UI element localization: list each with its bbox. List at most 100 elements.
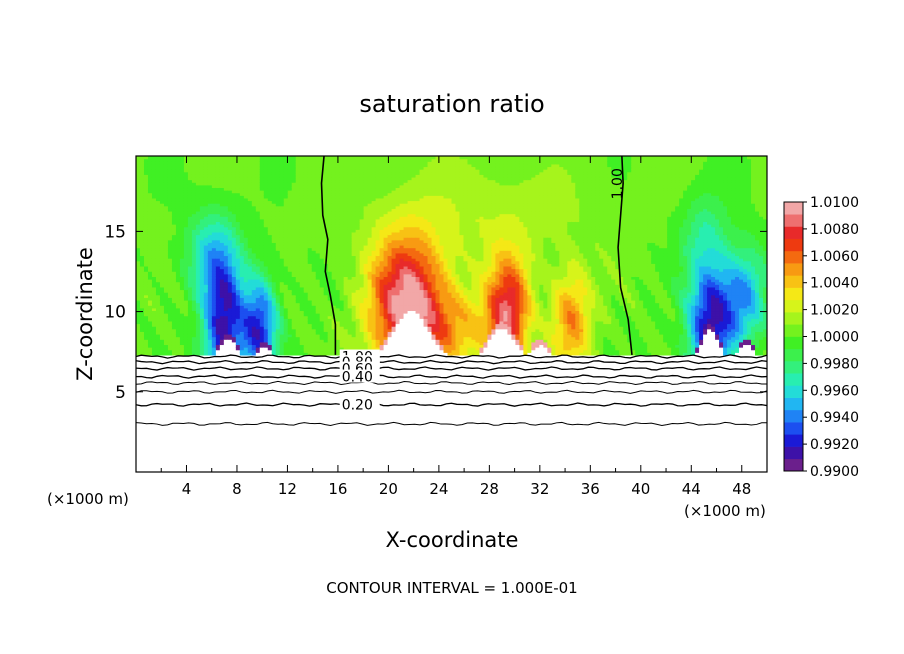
field-cell [195,195,201,199]
field-cell [151,347,157,351]
field-cell [311,182,317,186]
field-cell [179,221,185,225]
field-cell [139,333,145,338]
field-cell [363,273,369,277]
field-cell [371,174,377,178]
field-cell [163,171,169,175]
field-cell [263,184,269,189]
field-cell [283,200,289,204]
field-cell [311,163,317,168]
field-cell [343,310,349,314]
field-cell [151,279,157,283]
field-cell [231,161,237,165]
field-cell [351,163,357,168]
field-cell [271,323,277,327]
field-cell [227,226,233,230]
field-cell [343,161,349,165]
field-cell [319,268,325,272]
field-cell [387,200,393,204]
field-cell [267,197,273,202]
field-cell [295,229,301,233]
field-cell [371,161,377,165]
field-cell [159,333,165,338]
field-cell [307,187,313,191]
field-cell [175,179,181,183]
field-cell [387,252,393,257]
field-cell [163,192,169,196]
field-cell [359,260,365,264]
field-cell [347,344,353,348]
field-cell [215,320,221,325]
field-cell [283,234,289,238]
field-cell [291,320,297,325]
field-cell [139,163,145,168]
field-cell [375,156,381,160]
field-cell [227,299,233,304]
field-cell [355,276,361,280]
field-cell [355,208,361,212]
field-cell [367,161,373,165]
field-cell [279,326,285,330]
field-cell [287,265,293,270]
field-cell [343,284,349,288]
field-cell [255,163,261,168]
field-cell [267,263,273,267]
field-cell [227,171,233,175]
field-cell [283,216,289,220]
field-cell [339,182,345,186]
field-cell [283,218,289,223]
field-cell [191,166,197,170]
field-cell [311,279,317,283]
field-cell [211,210,217,215]
field-cell [287,229,293,233]
field-cell [159,352,165,356]
field-cell [175,161,181,165]
field-cell [251,244,257,249]
field-cell [351,224,357,228]
field-cell [375,258,381,262]
field-cell [339,237,345,241]
field-cell [287,221,293,225]
field-cell [155,234,161,238]
field-cell [287,176,293,181]
field-cell [195,169,201,173]
field-cell [279,224,285,228]
field-cell [231,273,237,277]
field-cell [143,192,149,196]
field-cell [136,302,141,306]
field-cell [371,221,377,225]
field-cell [143,307,149,312]
field-cell [167,190,173,194]
field-cell [259,349,265,353]
field-cell [203,265,209,270]
field-cell [219,352,225,356]
field-cell [315,310,321,314]
field-cell [203,344,209,348]
field-cell [139,242,145,246]
field-cell [311,208,317,212]
field-cell [287,302,293,306]
field-cell [247,221,253,225]
field-cell [287,200,293,204]
field-cell [299,244,305,249]
field-cell [259,276,265,280]
field-cell [151,326,157,330]
field-cell [187,239,193,243]
field-cell [295,313,301,317]
field-cell [351,218,357,223]
field-cell [311,218,317,223]
field-cell [151,210,157,215]
field-cell [227,216,233,220]
field-cell [191,218,197,223]
field-cell [155,216,161,220]
field-cell [275,244,281,249]
field-cell [303,166,309,170]
field-cell [195,339,201,343]
field-cell [391,328,397,332]
field-cell [255,203,261,207]
field-cell [147,341,153,346]
field-cell [379,349,385,353]
field-cell [155,190,161,194]
field-cell [391,250,397,254]
field-cell [191,250,197,254]
